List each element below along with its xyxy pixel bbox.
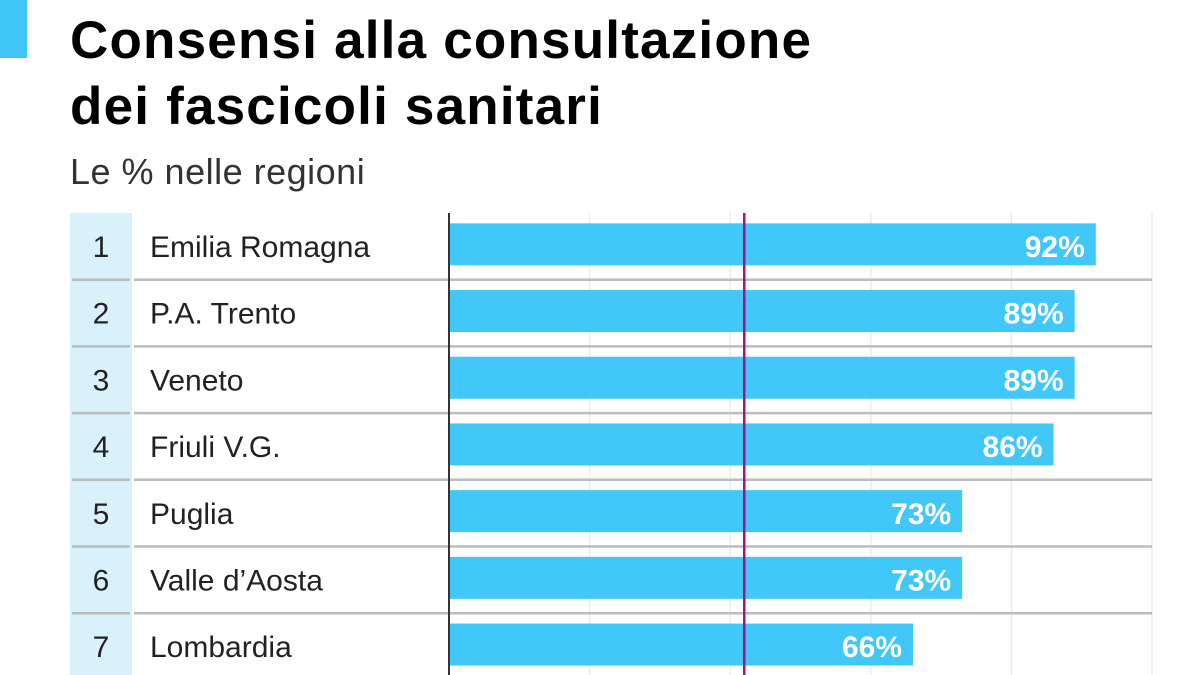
- value-label: 86%: [983, 431, 1043, 464]
- title-line-1: Consensi alla consultazione: [70, 11, 813, 70]
- rank-label: 7: [93, 631, 110, 664]
- value-label: 73%: [891, 498, 951, 531]
- chart-subtitle: Le % nelle regioni: [70, 151, 366, 192]
- bar: [449, 356, 1075, 399]
- rank-label: 2: [93, 298, 110, 331]
- category-label: Emilia Romagna: [150, 231, 370, 264]
- rank-label: 3: [93, 364, 110, 397]
- value-label: 89%: [1004, 364, 1064, 397]
- accent-bar: [0, 0, 27, 58]
- value-label: 92%: [1025, 231, 1085, 264]
- category-label: Lombardia: [150, 631, 292, 664]
- rank-label: 6: [93, 565, 110, 598]
- bar: [449, 556, 963, 599]
- category-label: Friuli V.G.: [150, 431, 281, 464]
- category-label: Valle d’Aosta: [150, 565, 323, 598]
- bar: [449, 490, 963, 533]
- rank-column-bg: [70, 213, 132, 675]
- bar: [449, 423, 1054, 466]
- value-label: 89%: [1004, 298, 1064, 331]
- chart-title: Consensi alla consultazione dei fascicol…: [70, 8, 812, 140]
- bar: [449, 223, 1096, 266]
- rank-label: 5: [93, 498, 110, 531]
- rank-label: 4: [93, 431, 110, 464]
- bar: [449, 623, 913, 666]
- title-line-2: dei fascicoli sanitari: [70, 77, 604, 136]
- rank-label: 1: [93, 231, 110, 264]
- category-label: Puglia: [150, 498, 234, 531]
- bar: [449, 290, 1075, 333]
- value-label: 73%: [891, 565, 951, 598]
- value-label: 66%: [842, 631, 902, 664]
- category-label: Veneto: [150, 364, 243, 397]
- category-label: P.A. Trento: [150, 298, 296, 331]
